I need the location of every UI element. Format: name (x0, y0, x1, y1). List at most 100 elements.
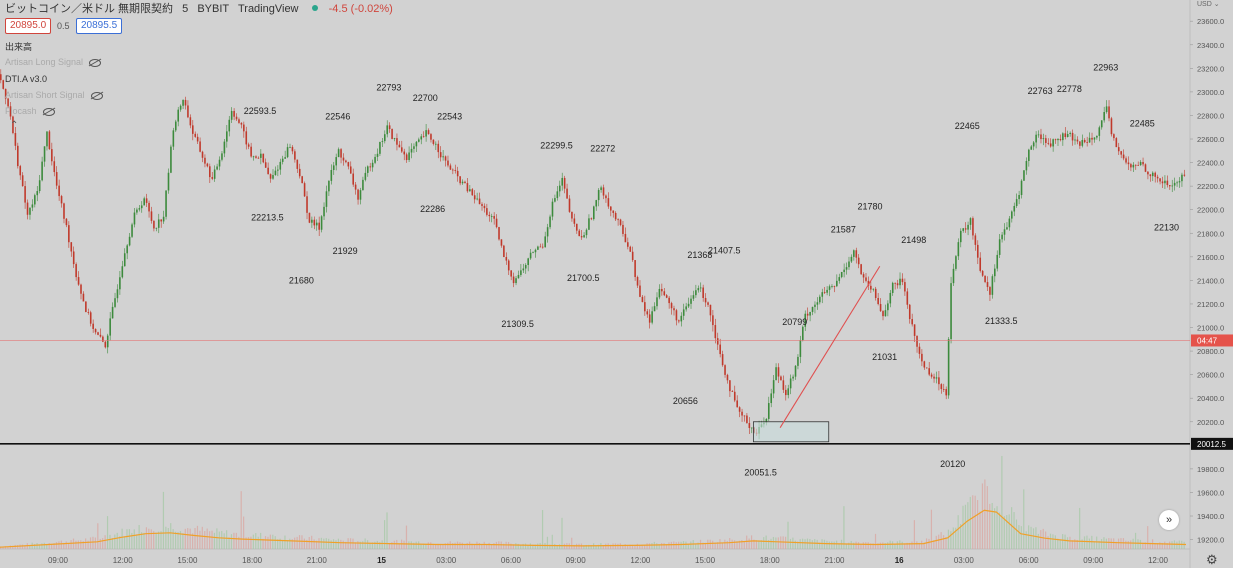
candle-body (75, 264, 77, 278)
volume-bar (682, 541, 685, 549)
candle-body (7, 98, 9, 107)
candle-body (930, 374, 933, 377)
candle-body (143, 198, 145, 206)
volume-bar (1066, 537, 1069, 549)
candle-body (466, 183, 469, 192)
candle-body (9, 106, 12, 117)
volume-bar (850, 540, 852, 549)
time-axis[interactable]: 09:00 12:00 15:00 18:00 21:00 15 03:00 06:00 09:… (48, 556, 1169, 565)
candle-body (904, 282, 906, 292)
candle-body (541, 246, 544, 248)
candle-body (942, 389, 945, 390)
volume-bar (1164, 541, 1166, 549)
candle-body (792, 376, 794, 379)
volume-bar (366, 540, 369, 549)
candle-body (247, 144, 250, 147)
volume-bar (712, 540, 714, 549)
volume-bar (899, 540, 901, 549)
volume-bar (1062, 534, 1064, 549)
candle-body (38, 180, 41, 192)
interval-label[interactable]: 5 (182, 3, 189, 15)
volume-bar (179, 531, 182, 549)
volume-bar (767, 540, 770, 549)
candle-body (26, 202, 29, 215)
volume-bar (281, 539, 284, 549)
gear-icon[interactable]: ⚙ (1206, 552, 1218, 567)
volume-bar (1132, 538, 1134, 549)
volume-bar (323, 538, 325, 549)
candle-body (1151, 172, 1154, 177)
time-tick-label: 12:00 (113, 556, 134, 565)
volume-bar (119, 536, 121, 549)
volume-bar (546, 536, 549, 549)
price-annotation-label: 21368 (687, 250, 712, 260)
volume-bar (675, 542, 677, 549)
candle-body (1183, 174, 1186, 176)
symbol-title[interactable]: ビットコイン／米ドル 無期限契約 (5, 3, 174, 15)
candle-body (1149, 174, 1152, 177)
price-tick-label: 22800.0 (1197, 111, 1224, 120)
volume-bar (308, 537, 310, 549)
volume-bar (563, 543, 566, 549)
price-axis[interactable]: USD ⌄ 23600.0 23400.0 23200.0 23000.0 22800.0… (1190, 1, 1233, 545)
candle-body (872, 288, 875, 290)
candle-body (279, 161, 282, 170)
candle-body (563, 177, 566, 189)
volume-bar (702, 542, 704, 549)
volume-bar (695, 543, 697, 549)
volume-bar (1035, 527, 1037, 549)
candle-body (925, 367, 928, 369)
volume-bar (269, 534, 271, 549)
candle-body (580, 236, 583, 238)
candle-body (906, 291, 909, 305)
sell-price-button[interactable]: 20895.0 (5, 18, 52, 34)
volume-bar (716, 542, 719, 549)
eye-hidden-icon[interactable] (89, 58, 102, 67)
volume-bar (1052, 534, 1054, 549)
volume-bar (697, 542, 699, 549)
volume-bar (1064, 534, 1066, 549)
candle-body (435, 143, 437, 145)
eye-hidden-icon[interactable] (42, 107, 55, 116)
candle-body (631, 251, 634, 261)
volume-bar (792, 537, 794, 549)
volume-bar (359, 541, 361, 549)
candle-body (46, 131, 48, 147)
volume-bar (836, 540, 838, 549)
volume-bar (63, 542, 65, 549)
buy-price-button[interactable]: 20895.5 (76, 18, 123, 34)
candle-body (1023, 170, 1025, 181)
volume-bar (196, 525, 199, 549)
candle-body (449, 165, 452, 170)
candle-body (153, 220, 155, 229)
volume-bar (597, 544, 600, 549)
fourth-indicator[interactable]: Flocash (5, 106, 55, 116)
price-tick-label: 23400.0 (1197, 41, 1224, 50)
candle-body (1091, 137, 1093, 140)
volume-bar (843, 506, 845, 549)
candle-body (636, 277, 639, 286)
short-signal-indicator[interactable]: Artisan Short Signal (5, 90, 103, 100)
volume-bar (328, 538, 330, 549)
long-signal-indicator[interactable]: Artisan Long Signal (5, 57, 102, 67)
candle-body (31, 204, 34, 208)
volume-indicator-label[interactable]: 出来高 (5, 42, 33, 52)
volume-bar (644, 544, 646, 549)
scroll-to-realtime-button[interactable]: » (1159, 510, 1179, 530)
volume-bar (733, 540, 736, 549)
eye-hidden-icon[interactable] (90, 91, 103, 100)
candle-body (1161, 181, 1164, 184)
dti-indicator-label[interactable]: DTI.A v3.0 (5, 74, 48, 84)
candle-body (967, 224, 969, 230)
candle-body (918, 346, 921, 354)
candle-body (471, 189, 474, 196)
time-tick-label: 15 (377, 556, 386, 565)
collapse-legend-icon[interactable]: ⌃ (10, 120, 19, 131)
volume-bar (1088, 538, 1090, 549)
volume-bar (610, 544, 612, 549)
candle-body (843, 269, 845, 272)
volume-bar (1159, 542, 1161, 549)
